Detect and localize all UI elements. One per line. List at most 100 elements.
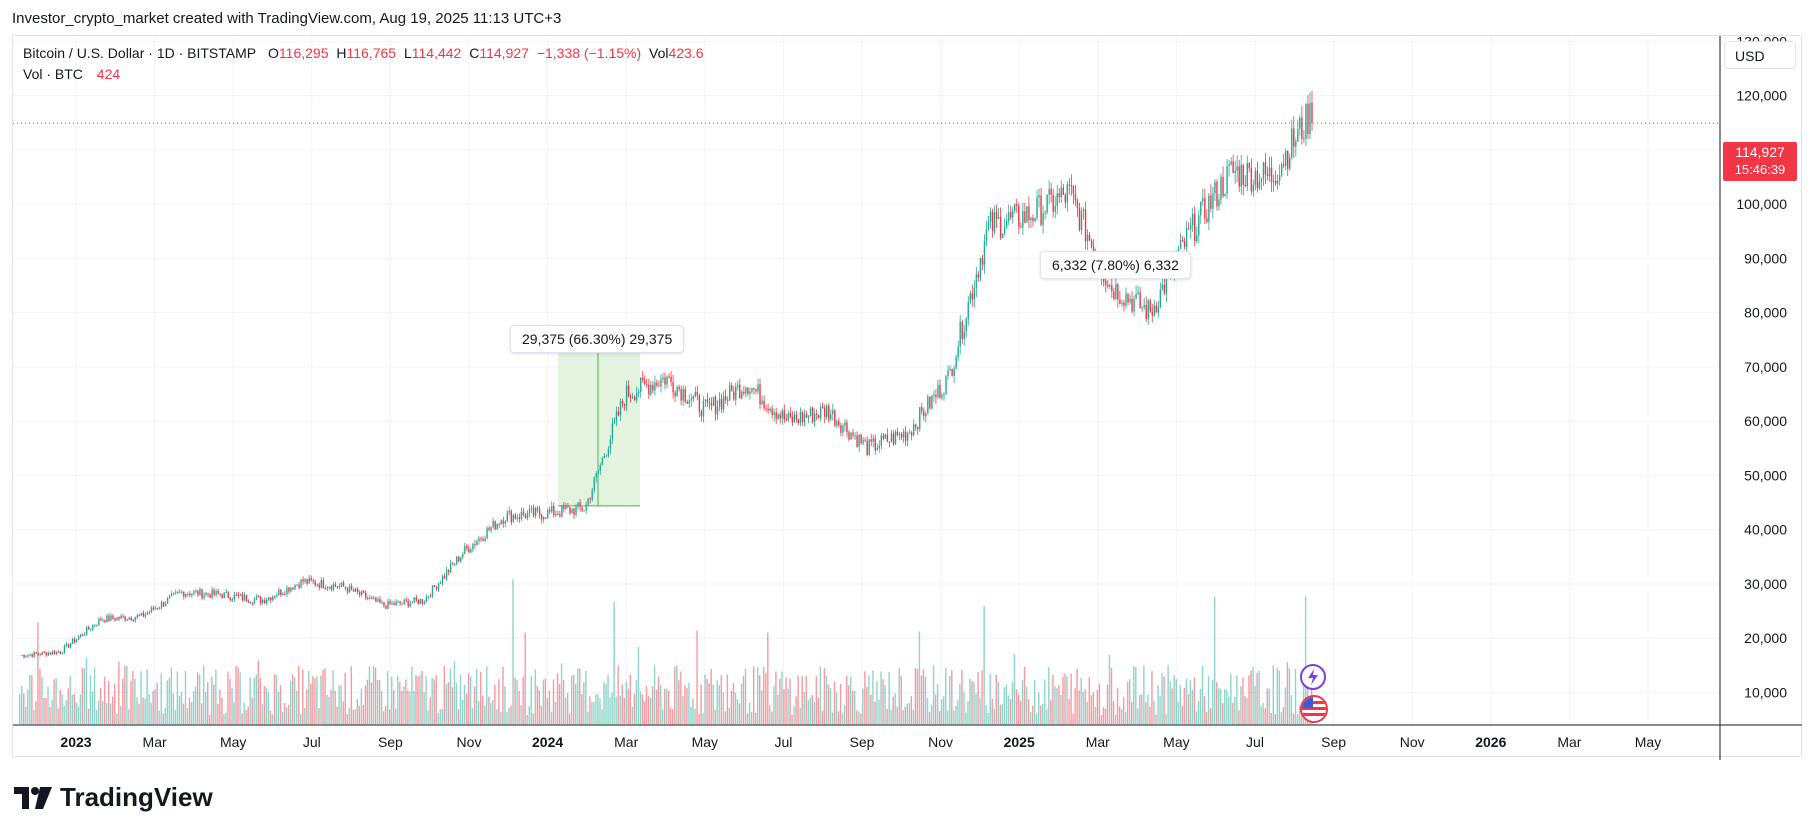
candle-body bbox=[1026, 206, 1028, 223]
candle-body bbox=[1165, 272, 1168, 294]
volume-bar bbox=[1050, 700, 1052, 725]
candle-body bbox=[840, 425, 842, 433]
volume-bar bbox=[93, 667, 96, 725]
volume-bar bbox=[793, 706, 795, 725]
candle-body bbox=[826, 405, 828, 418]
volume-bar bbox=[676, 665, 678, 725]
y-tick-label: 50,000 bbox=[1744, 467, 1787, 483]
candle-body bbox=[583, 510, 585, 512]
volume-bar bbox=[465, 693, 468, 725]
volume-bar bbox=[25, 706, 27, 725]
candle-body bbox=[759, 384, 761, 405]
volume-bar bbox=[1296, 714, 1299, 725]
volume-bar bbox=[122, 678, 124, 725]
candle-body bbox=[1109, 285, 1111, 287]
candle-body bbox=[316, 584, 318, 586]
candle-body bbox=[633, 396, 636, 401]
candle-body bbox=[650, 384, 652, 395]
lightning-icon[interactable] bbox=[1300, 664, 1326, 690]
currency-button[interactable]: USD bbox=[1724, 41, 1796, 69]
volume-bar bbox=[906, 703, 909, 725]
us-flag-icon[interactable] bbox=[1300, 695, 1328, 723]
candle-body bbox=[318, 584, 320, 588]
candle-body bbox=[306, 579, 308, 584]
volume-bar bbox=[1276, 667, 1279, 725]
volume-bar bbox=[1029, 712, 1032, 725]
candle-body bbox=[775, 412, 777, 419]
candle-body bbox=[1012, 210, 1014, 218]
candle-body bbox=[1046, 194, 1048, 213]
volume-bar bbox=[1280, 712, 1283, 725]
volume-bar bbox=[858, 711, 860, 725]
candle-body bbox=[1236, 166, 1238, 171]
volume-bar bbox=[1274, 714, 1276, 725]
volume-bar bbox=[1284, 687, 1287, 725]
candle-body bbox=[75, 639, 78, 643]
candle-body bbox=[664, 377, 666, 385]
volume-bar bbox=[1027, 699, 1030, 725]
candle-body bbox=[514, 515, 517, 519]
volume-bar bbox=[686, 687, 688, 725]
candle-body bbox=[1036, 197, 1038, 219]
candle-body bbox=[403, 599, 405, 604]
volume-bar bbox=[423, 692, 425, 725]
volume-bar bbox=[1224, 688, 1226, 725]
volume-bar bbox=[726, 674, 729, 725]
volume-bar bbox=[362, 704, 365, 725]
candle-body bbox=[221, 594, 223, 599]
volume-bar bbox=[1226, 690, 1228, 725]
candle-body bbox=[1196, 235, 1198, 242]
volume-bar bbox=[601, 709, 603, 725]
candle-body bbox=[1224, 193, 1226, 197]
volume-bar bbox=[920, 675, 923, 725]
candle-body bbox=[233, 594, 236, 600]
candle-body bbox=[878, 445, 881, 449]
volume-bar bbox=[128, 709, 130, 725]
volume-bar bbox=[637, 646, 640, 725]
measure-label-1[interactable]: 29,375 (66.30%) 29,375 bbox=[510, 325, 685, 353]
measure-label-2[interactable]: 6,332 (7.80%) 6,332 bbox=[1040, 251, 1191, 279]
volume-bar bbox=[550, 711, 553, 725]
volume-bar bbox=[587, 711, 589, 725]
volume-indicator-name[interactable]: Vol · BTC bbox=[23, 66, 83, 82]
tradingview-logo[interactable]: TradingView bbox=[14, 782, 213, 813]
candle-body bbox=[1111, 285, 1113, 292]
candle-body bbox=[199, 589, 201, 596]
candle-body bbox=[21, 655, 23, 657]
candle-body bbox=[1272, 181, 1275, 183]
candle-body bbox=[1003, 227, 1006, 234]
candle-body bbox=[597, 470, 599, 474]
volume-bar bbox=[401, 691, 403, 725]
volume-bar bbox=[419, 675, 421, 725]
candle-body bbox=[251, 602, 254, 604]
candle-body bbox=[1125, 293, 1127, 306]
volume-bar bbox=[949, 675, 951, 725]
candle-body bbox=[795, 414, 798, 420]
volume-bar bbox=[445, 684, 448, 725]
volume-bar bbox=[971, 680, 973, 725]
volume-bar bbox=[809, 697, 811, 725]
candle-body bbox=[423, 602, 426, 604]
candle-body bbox=[763, 400, 765, 409]
candle-body bbox=[886, 434, 889, 443]
vol-label: Vol bbox=[649, 45, 669, 61]
candle-body bbox=[31, 654, 33, 657]
candle-body bbox=[526, 512, 529, 519]
candle-body bbox=[502, 520, 504, 524]
candle-body bbox=[912, 424, 915, 436]
volume-bar bbox=[209, 714, 211, 725]
volume-bar bbox=[170, 667, 173, 725]
candle-body bbox=[1115, 284, 1117, 299]
volume-bar bbox=[815, 676, 818, 725]
volume-bar bbox=[890, 709, 892, 725]
volume-bar bbox=[1187, 694, 1190, 725]
candle-body bbox=[1117, 284, 1119, 300]
volume-bar bbox=[916, 668, 919, 725]
volume-bar bbox=[207, 682, 209, 725]
candle-body bbox=[290, 587, 292, 592]
symbol-label[interactable]: Bitcoin / U.S. Dollar · 1D · BITSTAMP bbox=[23, 45, 257, 61]
volume-bar bbox=[405, 679, 407, 725]
volume-bar bbox=[1234, 696, 1236, 725]
candle-body bbox=[1020, 226, 1022, 228]
price-chart[interactable]: 10,000 20,000 30,000 40,000 50,000 60,000 70,0… bbox=[0, 0, 1814, 760]
